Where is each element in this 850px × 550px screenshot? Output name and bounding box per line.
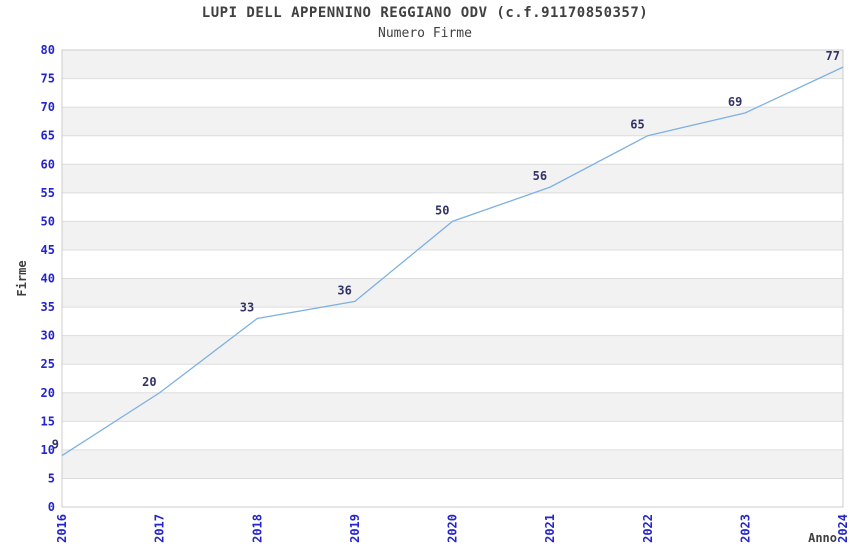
x-axis-tick-label: 2021 xyxy=(543,514,557,543)
x-axis-tick-label: 2023 xyxy=(738,514,752,543)
data-line xyxy=(61,66,844,457)
plot-band xyxy=(62,107,843,136)
data-point-label: 56 xyxy=(533,169,547,183)
y-axis-tick-label: 35 xyxy=(41,300,55,314)
data-point-label: 36 xyxy=(337,283,351,297)
data-point-label: 20 xyxy=(142,375,156,389)
y-axis-tick-label: 30 xyxy=(41,329,55,343)
x-axis-tick-label: 2022 xyxy=(641,514,655,543)
y-axis-title: Firme xyxy=(15,260,29,296)
x-axis-tick-label: 2016 xyxy=(55,514,69,543)
y-axis-tick-label: 45 xyxy=(41,243,55,257)
x-axis-tick-label: 2017 xyxy=(153,514,167,543)
data-point-label: 69 xyxy=(728,95,742,109)
data-point-label: 50 xyxy=(435,203,449,217)
data-point-label: 33 xyxy=(240,300,254,314)
y-axis-tick-label: 80 xyxy=(41,43,55,57)
y-axis-tick-label: 70 xyxy=(41,100,55,114)
plot-band xyxy=(62,278,843,308)
y-axis-tick-label: 40 xyxy=(41,272,55,286)
plot-band xyxy=(62,335,843,365)
y-axis-tick-label: 50 xyxy=(41,214,55,228)
y-axis-tick-label: 5 xyxy=(48,471,55,485)
x-axis-title: Anno xyxy=(808,531,837,545)
y-axis-tick-label: 65 xyxy=(41,129,55,143)
y-axis-tick-label: 10 xyxy=(41,443,55,457)
data-point-label: 65 xyxy=(630,118,644,132)
y-axis-tick-label: 75 xyxy=(41,72,55,86)
plot-band xyxy=(62,221,843,250)
y-axis-tick-label: 15 xyxy=(41,414,55,428)
data-point-label: 77 xyxy=(826,49,840,63)
y-axis-tick-label: 20 xyxy=(41,386,55,400)
plot-border xyxy=(61,49,844,508)
y-axis-tick-label: 25 xyxy=(41,357,55,371)
x-axis-tick-label: 2020 xyxy=(446,514,460,543)
x-axis-tick-label: 2018 xyxy=(250,514,264,543)
chart-title: LUPI DELL APPENNINO REGGIANO ODV (c.f.91… xyxy=(201,5,649,21)
plot-band xyxy=(62,164,843,193)
plot-band xyxy=(62,392,843,422)
y-axis-tick-label: 55 xyxy=(41,186,55,200)
plot-band xyxy=(62,449,843,479)
chart-subtitle: Numero Firme xyxy=(378,26,472,41)
y-axis-tick-label: 60 xyxy=(41,157,55,171)
x-axis-tick-label: 2024 xyxy=(836,514,850,543)
plot-band xyxy=(62,50,843,79)
y-axis-tick-label: 0 xyxy=(48,500,55,514)
x-axis-tick-label: 2019 xyxy=(348,514,362,543)
data-point-label: 9 xyxy=(52,438,59,452)
